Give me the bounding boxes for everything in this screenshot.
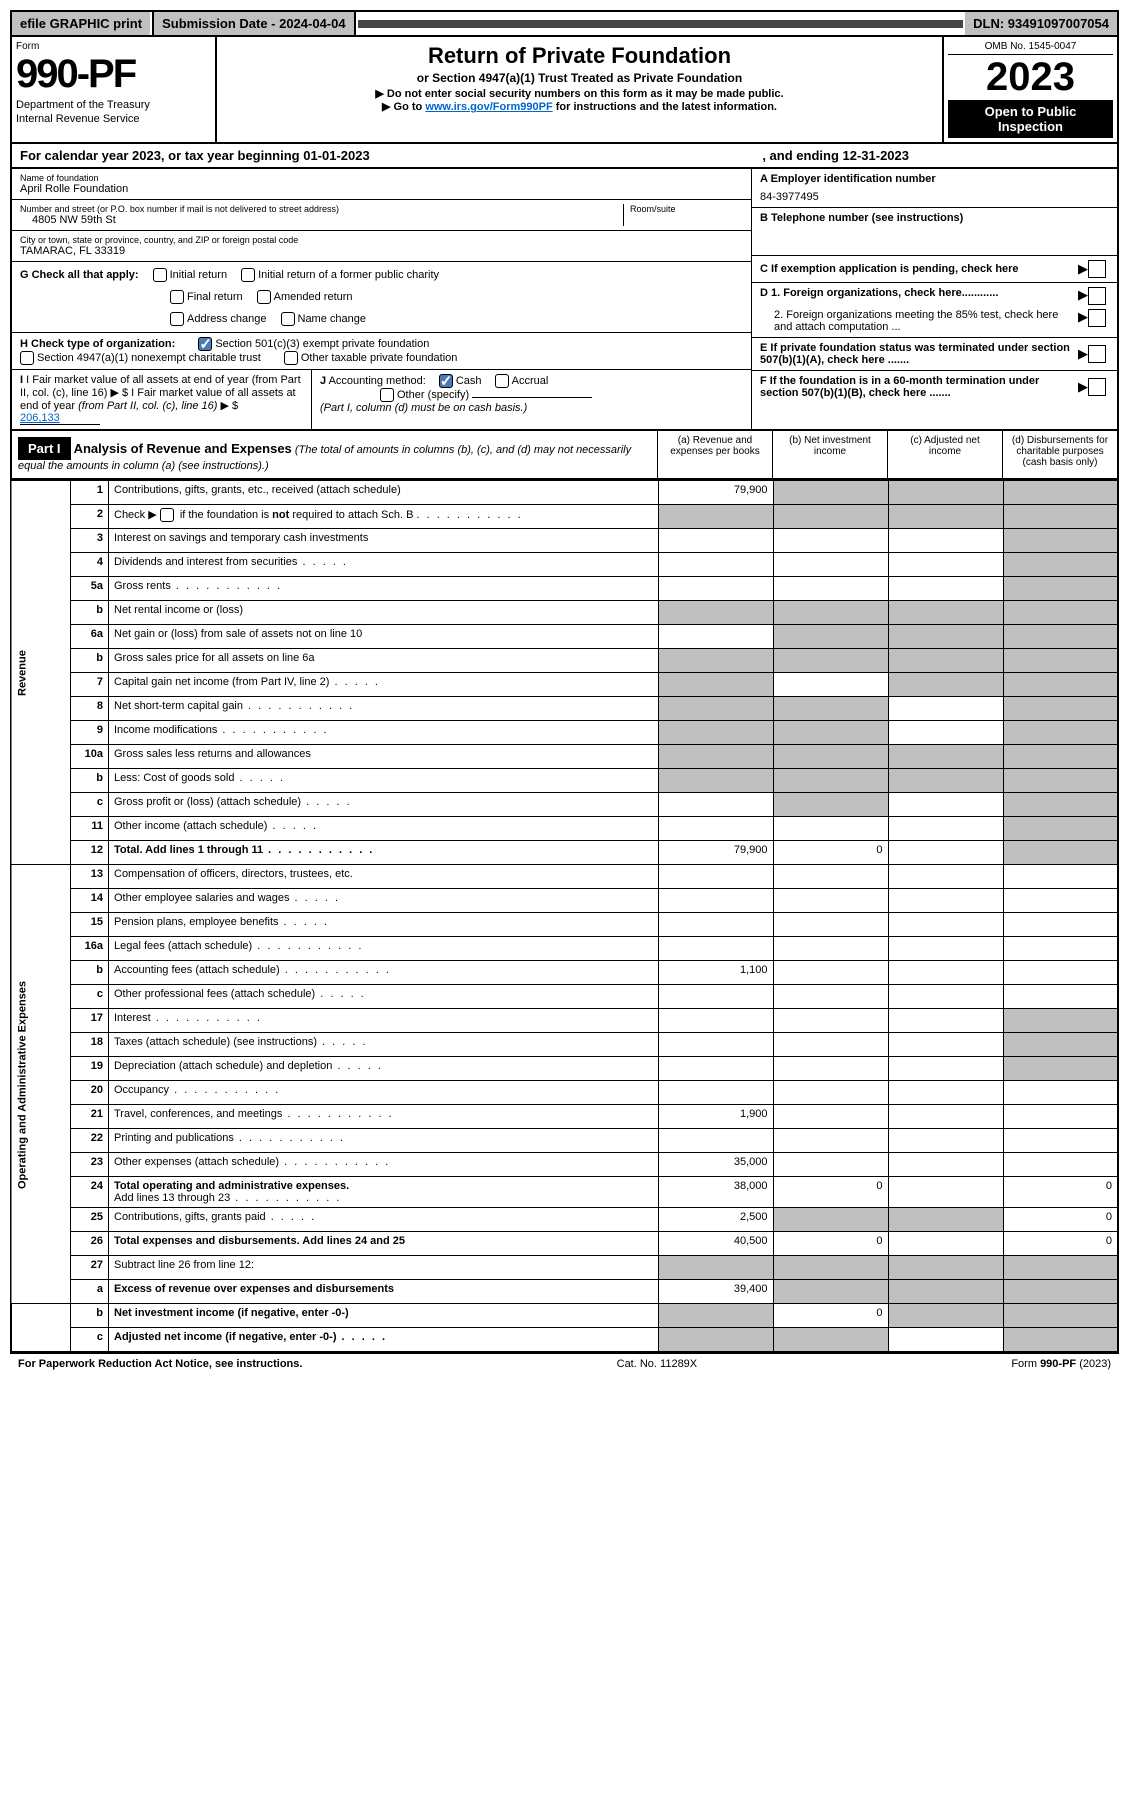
city-label: City or town, state or province, country…: [20, 235, 743, 245]
city-state-zip: TAMARAC, FL 33319: [20, 245, 743, 257]
fmv-value[interactable]: 206,133: [20, 412, 100, 425]
revenue-label: Revenue: [11, 481, 71, 865]
section-i: I I Fair market value of all assets at e…: [12, 370, 312, 429]
form-ref: Form 990-PF (2023): [1011, 1358, 1111, 1370]
checkbox-d2[interactable]: [1088, 309, 1106, 327]
section-j: J Accounting method: Cash Accrual Other …: [312, 370, 751, 429]
cat-no: Cat. No. 11289X: [617, 1358, 698, 1370]
calendar-year-row: For calendar year 2023, or tax year begi…: [10, 144, 1119, 169]
expenses-label: Operating and Administrative Expenses: [11, 865, 71, 1304]
checkbox-name-change[interactable]: [281, 312, 295, 326]
entity-info: Name of foundation April Rolle Foundatio…: [10, 169, 1119, 431]
dept-treasury: Department of the Treasury: [16, 99, 211, 111]
checkbox-cash[interactable]: [439, 374, 453, 388]
form-number: 990-PF: [16, 52, 211, 97]
section-g: G Check all that apply: Initial return I…: [12, 262, 751, 333]
checkbox-f[interactable]: [1088, 378, 1106, 396]
checkbox-accrual[interactable]: [495, 374, 509, 388]
checkbox-amended[interactable]: [257, 290, 271, 304]
phone-label: B Telephone number (see instructions): [760, 212, 963, 224]
section-h: H Check type of organization: Section 50…: [12, 333, 751, 370]
form-subtitle: or Section 4947(a)(1) Trust Treated as P…: [223, 71, 936, 85]
inspection-label: Open to Public Inspection: [948, 100, 1113, 138]
checkbox-initial[interactable]: [153, 268, 167, 282]
paperwork-notice: For Paperwork Reduction Act Notice, see …: [18, 1358, 302, 1370]
form-label: Form: [16, 41, 211, 52]
checkbox-e[interactable]: [1088, 345, 1106, 363]
checkbox-address[interactable]: [170, 312, 184, 326]
checkbox-final[interactable]: [170, 290, 184, 304]
room-label: Room/suite: [630, 204, 743, 214]
checkbox-schb[interactable]: [160, 508, 174, 522]
ein: 84-3977495: [760, 191, 1109, 203]
name-label: Name of foundation: [20, 173, 743, 183]
dept-irs: Internal Revenue Service: [16, 113, 211, 125]
tax-year: 2023: [948, 55, 1113, 100]
checkbox-other-method[interactable]: [380, 388, 394, 402]
part-label: Part I: [18, 437, 71, 460]
checkbox-c[interactable]: [1088, 260, 1106, 278]
form-title: Return of Private Foundation: [223, 43, 936, 69]
checkbox-501c3[interactable]: [198, 337, 212, 351]
submission-date: Submission Date - 2024-04-04: [152, 12, 356, 35]
efile-label[interactable]: efile GRAPHIC print: [12, 12, 150, 35]
spacer: [358, 20, 964, 28]
c-label: C If exemption application is pending, c…: [760, 263, 1078, 275]
part1-header: Part I Analysis of Revenue and Expenses …: [10, 431, 1119, 480]
main-table: Revenue 1Contributions, gifts, grants, e…: [10, 480, 1119, 1353]
foundation-name: April Rolle Foundation: [20, 183, 743, 195]
irs-link[interactable]: www.irs.gov/Form990PF: [425, 101, 552, 113]
omb-number: OMB No. 1545-0047: [948, 41, 1113, 55]
col-c: (c) Adjusted net income: [887, 431, 1002, 478]
instruction-1: ▶ Do not enter social security numbers o…: [223, 87, 936, 100]
top-bar: efile GRAPHIC print Submission Date - 20…: [10, 10, 1119, 37]
checkbox-d1[interactable]: [1088, 287, 1106, 305]
checkbox-initial-former[interactable]: [241, 268, 255, 282]
checkbox-other-taxable[interactable]: [284, 351, 298, 365]
addr-label: Number and street (or P.O. box number if…: [20, 204, 623, 214]
dln: DLN: 93491097007054: [965, 12, 1117, 35]
col-d: (d) Disbursements for charitable purpose…: [1002, 431, 1117, 478]
col-a: (a) Revenue and expenses per books: [657, 431, 772, 478]
ein-label: A Employer identification number: [760, 173, 1109, 185]
footer: For Paperwork Reduction Act Notice, see …: [10, 1353, 1119, 1374]
checkbox-4947[interactable]: [20, 351, 34, 365]
instruction-2: ▶ Go to www.irs.gov/Form990PF for instru…: [223, 100, 936, 113]
col-b: (b) Net investment income: [772, 431, 887, 478]
address: 4805 NW 59th St: [20, 214, 623, 226]
form-header: Form 990-PF Department of the Treasury I…: [10, 37, 1119, 144]
